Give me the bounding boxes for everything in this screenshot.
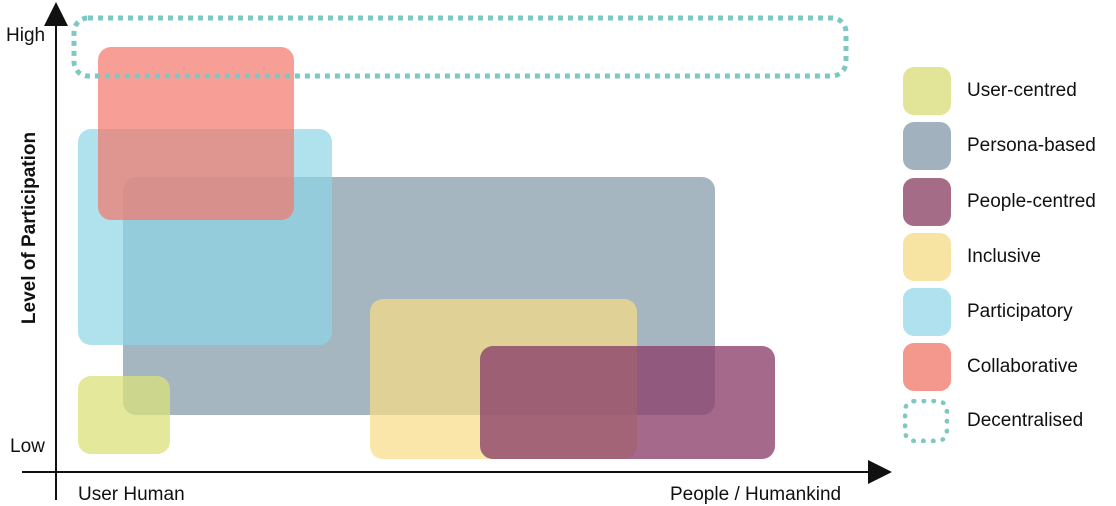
region-user-centred — [78, 376, 170, 454]
x-right-label: People / Humankind — [670, 484, 842, 505]
legend-item-user-centred: User-centred — [903, 67, 1116, 115]
legend-item-decentralised: Decentralised — [903, 397, 1116, 445]
region-collaborative — [98, 47, 294, 220]
legend-label-persona-based: Persona-based — [967, 135, 1096, 156]
regions-layer — [71, 15, 849, 459]
legend-swatch-people-centred — [903, 178, 951, 226]
y-high-label: High — [6, 25, 46, 46]
legend-label-inclusive: Inclusive — [967, 246, 1041, 267]
legend-item-inclusive: Inclusive — [903, 233, 1116, 281]
legend-label-decentralised: Decentralised — [967, 410, 1084, 431]
legend-label-user-centred: User-centred — [967, 80, 1077, 101]
region-people-centred — [480, 346, 775, 459]
x-left-label: User Human — [78, 484, 185, 505]
y-low-label: Low — [10, 436, 45, 457]
legend-item-participatory: Participatory — [903, 288, 1116, 336]
legend-label-participatory: Participatory — [967, 301, 1073, 322]
legend-swatch-user-centred — [903, 67, 951, 115]
legend-label-people-centred: People-centred — [967, 191, 1096, 212]
legend-swatch-collaborative — [903, 343, 951, 391]
region-decentralised — [71, 15, 849, 79]
legend-item-collaborative: Collaborative — [903, 343, 1116, 391]
legend-swatch-inclusive — [903, 233, 951, 281]
legend-swatch-participatory — [903, 288, 951, 336]
legend-swatch-persona-based — [903, 122, 951, 170]
legend-label-collaborative: Collaborative — [967, 356, 1078, 377]
legend-item-persona-based: Persona-based — [903, 122, 1116, 170]
legend-swatch-decentralised — [903, 399, 949, 443]
y-axis-label: Level of Participation — [19, 131, 40, 325]
legend-item-people-centred: People-centred — [903, 178, 1116, 226]
